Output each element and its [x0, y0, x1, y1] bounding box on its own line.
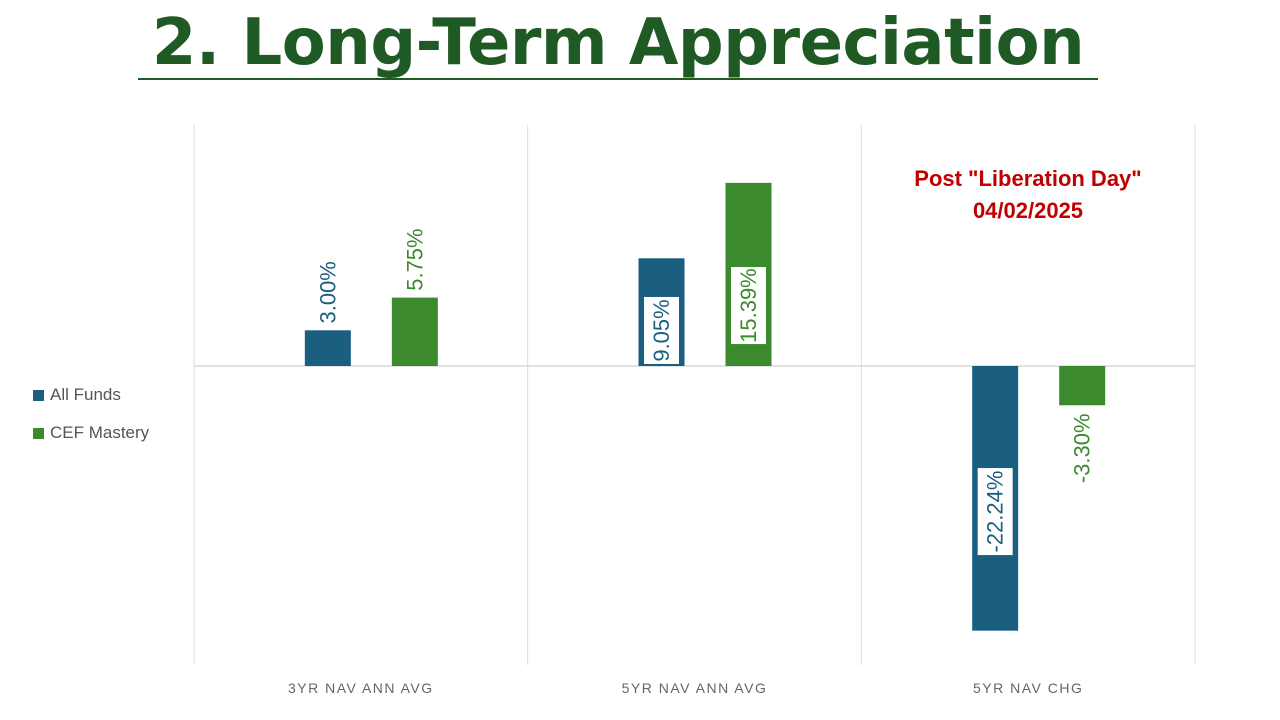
page-title: 2. Long-Term Appreciation — [151, 6, 1085, 80]
data-label: -22.24% — [983, 471, 1008, 553]
data-label: 15.39% — [736, 268, 761, 343]
data-label: 5.75% — [402, 228, 427, 290]
annotation-line-2: 04/02/2025 — [972, 198, 1084, 223]
data-label-box — [730, 266, 767, 346]
data-label: 9.05% — [649, 299, 674, 361]
legend-label-all-funds: All Funds — [50, 385, 121, 404]
data-label: 3.00% — [315, 261, 340, 323]
bar-cef-mastery — [391, 297, 438, 366]
category-label: 5YR NAV ANN AVG — [622, 680, 768, 696]
data-label: -3.30% — [1070, 413, 1095, 483]
bar-all-funds — [304, 330, 351, 366]
liberation-day-annotation: Post "Liberation Day" 04/02/2025 — [870, 163, 1186, 227]
data-label-box — [976, 467, 1014, 557]
legend-label-cef-mastery: CEF Mastery — [50, 423, 150, 442]
title-underline — [138, 78, 1098, 80]
legend-swatch-all-funds — [33, 389, 44, 401]
category-label: 5YR NAV CHG — [973, 680, 1083, 696]
legend-item-all-funds[interactable]: All Funds — [33, 376, 149, 414]
category-label: 3YR NAV ANN AVG — [288, 680, 434, 696]
bar-cef-mastery — [1059, 366, 1106, 406]
annotation-line-1: Post "Liberation Day" — [914, 166, 1142, 191]
legend-swatch-cef-mastery — [33, 427, 44, 439]
data-label-box — [643, 295, 680, 365]
chart-legend: All Funds CEF Mastery — [33, 376, 149, 452]
legend-item-cef-mastery[interactable]: CEF Mastery — [33, 414, 149, 452]
